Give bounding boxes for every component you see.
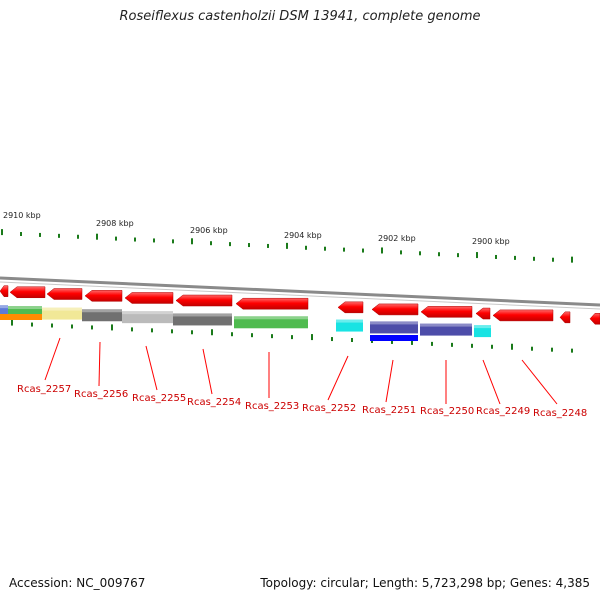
cog-block [474,325,491,338]
gene-label: Rcas_2248 [533,408,587,419]
label-leaders [44,337,558,405]
cog-track [0,305,491,341]
cog-block [0,314,42,320]
gene-label: Rcas_2257 [17,384,71,395]
cog-shine [173,313,232,317]
cog-block [370,335,418,341]
position-ticks [1,229,573,353]
cog-shine [474,325,491,329]
leader-line [385,359,394,403]
cds-arrow [475,307,491,320]
cog-block [370,321,418,334]
cog-block [420,323,472,336]
cds-arrow [9,286,46,299]
cds-arrow [420,306,473,318]
cog-shine [82,309,122,313]
cds-arrow [371,303,419,316]
cds-arrow [235,297,309,310]
cog-shine [8,306,42,310]
cds-arrow [46,288,83,300]
scale-label: 2904 kbp [284,231,322,240]
scale-label: 2910 kbp [3,211,41,220]
gene-label: Rcas_2255 [132,393,186,404]
cog-shine [234,316,308,320]
scale-label: 2900 kbp [472,237,510,246]
scale-label: 2902 kbp [378,234,416,243]
cog-block [173,313,232,326]
cds-arrow [337,301,364,314]
leader-line [521,359,558,405]
map-title: Roseiflexus castenholzii DSM 13941, comp… [119,9,481,24]
cds-arrow [492,309,554,322]
cog-block [336,319,363,332]
cog-block [82,309,122,322]
genome-backbone [0,276,600,310]
leader-line [327,355,349,401]
gene-label: Rcas_2252 [302,403,356,414]
cds-arrow [559,311,571,324]
gene-label: Rcas_2249 [476,406,530,417]
cog-block [122,311,173,324]
cds-arrow [124,292,174,304]
cog-shine [336,319,363,323]
cog-block [42,307,82,320]
backbone-shadow [0,281,600,310]
cog-shine [420,323,472,327]
cds-arrow [0,285,9,297]
cog-shine [42,307,82,311]
leader-line [44,337,61,381]
cds-track [0,285,600,325]
cog-shine [122,311,173,315]
scale-label: 2906 kbp [190,226,228,235]
cds-arrow [589,313,600,325]
cog-shine [370,321,418,325]
leader-line [202,348,213,395]
cds-arrow [175,294,233,307]
cog-block [0,305,8,318]
cds-arrow [84,290,123,302]
gene-label: Rcas_2256 [74,389,128,400]
leader-line [98,341,101,387]
backbone-line [0,276,600,307]
gene-label: Rcas_2250 [420,406,474,417]
cog-shine [0,305,8,309]
summary-text: Topology: circular; Length: 5,723,298 bp… [260,576,590,590]
gene-labels: Rcas_2257 Rcas_2256 Rcas_2255 Rcas_2254 Rcas… [17,384,587,419]
cog-block [234,316,308,329]
scale-labels: 2910 kbp 2908 kbp 2906 kbp 2904 kbp 2902 kbp… [3,211,510,246]
leader-line [145,345,158,391]
gene-label: Rcas_2253 [245,401,299,412]
gene-label: Rcas_2254 [187,397,241,408]
gene-label: Rcas_2251 [362,405,416,416]
accession-text: Accession: NC_009767 [9,576,146,590]
leader-line [482,359,501,405]
scale-label: 2908 kbp [96,219,134,228]
